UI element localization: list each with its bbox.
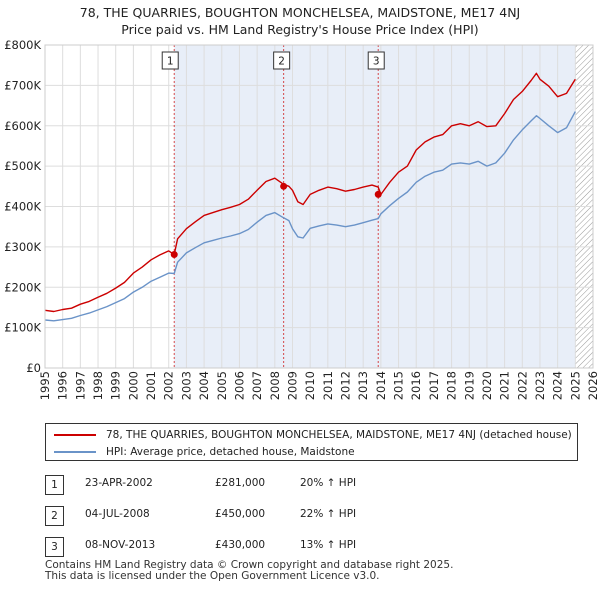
x-tick-label: 2006 [232,371,246,400]
property-price-line [44,72,576,313]
transaction-price: £450,000 [215,508,266,520]
transaction-hpi: 13% ↑ HPI [300,539,357,551]
x-tick-label: 2011 [321,371,335,400]
title-line-2: Price paid vs. HM Land Registry's House … [121,22,479,37]
x-tick-label: 2010 [303,371,317,400]
legend-label-property: 78, THE QUARRIES, BOUGHTON MONCHELSEA, M… [106,429,572,441]
legend-swatch-red [54,434,96,436]
x-tick-label: 2015 [392,371,406,400]
y-tick-label: £100K [4,321,41,335]
x-tick-label: 1997 [73,371,87,400]
x-tick-label: 2019 [462,371,476,400]
x-tick-label: 2012 [339,371,353,400]
x-tick-label: 2025 [568,371,582,400]
x-tick-label: 2020 [480,371,494,400]
x-tick-label: 2013 [356,371,370,400]
plot-frame [44,44,594,369]
x-tick-label: 2023 [533,371,547,400]
y-tick-label: £700K [4,78,41,92]
sale-badge-label: 2 [278,56,285,68]
legend-label-hpi: HPI: Average price, detached house, Maid… [106,446,355,458]
y-tick-label: £0 [26,361,41,375]
x-tick-label: 1999 [109,371,123,400]
y-tick-label: £500K [4,159,41,173]
x-tick-label: 2018 [445,371,459,400]
footer-copyright: Contains HM Land Registry data © Crown c… [45,559,454,571]
transaction-hpi: 22% ↑ HPI [300,508,357,520]
x-tick-label: 2007 [250,371,264,400]
x-tick-label: 1996 [56,371,70,400]
price-chart: 1 2 3 £0 £100K £200K £300K £400K £500K £600K £700… [4,38,600,400]
legend-swatch-blue [54,451,96,453]
x-tick-label: 1995 [38,371,52,400]
x-tick-label: 2017 [427,371,441,400]
sale-point [170,251,178,259]
y-tick-label: £600K [4,119,41,133]
transaction-row: 1 23-APR-2002 £281,000 20% ↑ HPI [45,475,578,495]
footer: Contains HM Land Registry data © Crown c… [45,560,453,582]
sale-badge-box [367,51,385,70]
transaction-badge: 1 [45,475,64,495]
transaction-price: £430,000 [215,539,266,551]
legend-item-hpi: HPI: Average price, detached house, Maid… [54,444,355,460]
x-tick-label: 1998 [91,371,105,400]
x-tick-label: 2014 [374,371,388,400]
transaction-price: £281,000 [215,477,266,489]
x-tick-label: 2022 [515,371,529,400]
x-tick-label: 2016 [409,371,423,400]
transaction-badge: 2 [45,506,64,526]
legend-item-property: 78, THE QUARRIES, BOUGHTON MONCHELSEA, M… [54,427,572,443]
transaction-hpi: 20% ↑ HPI [300,477,357,489]
y-tick-label: £200K [4,280,41,294]
x-tick-label: 2005 [215,371,229,400]
chart-title: 78, THE QUARRIES, BOUGHTON MONCHELSEA, M… [0,4,600,38]
sale-badge-box [273,51,291,70]
transaction-row: 3 08-NOV-2013 £430,000 13% ↑ HPI [45,537,578,557]
x-tick-label: 2001 [144,371,158,400]
x-tick-label: 2008 [268,371,282,400]
sale-point [374,190,382,198]
sale-badge-label: 1 [167,56,174,68]
y-tick-label: £400K [4,200,41,214]
transaction-date: 04-JUL-2008 [85,508,150,520]
transaction-date: 23-APR-2002 [85,477,153,489]
sale-badge-label: 3 [373,56,380,68]
sale-point [280,182,288,190]
x-tick-label: 2003 [179,371,193,400]
x-tick-label: 2021 [498,371,512,400]
title-line-1: 78, THE QUARRIES, BOUGHTON MONCHELSEA, M… [79,5,521,20]
x-tick-label: 2000 [126,371,140,400]
sale-badge-box [161,51,179,70]
footer-licence: This data is licensed under the Open Gov… [45,570,380,582]
y-tick-label: £800K [4,38,41,52]
hpi-line [44,111,576,322]
transaction-badge: 3 [45,537,64,557]
transaction-row: 2 04-JUL-2008 £450,000 22% ↑ HPI [45,506,578,526]
y-tick-label: £300K [4,240,41,254]
x-tick-label: 2002 [162,371,176,400]
legend: 78, THE QUARRIES, BOUGHTON MONCHELSEA, M… [45,423,578,461]
x-tick-label: 2004 [197,371,211,400]
transaction-date: 08-NOV-2013 [85,539,156,551]
x-tick-label: 2026 [586,371,600,400]
x-tick-label: 2024 [551,371,565,400]
x-tick-label: 2009 [285,371,299,400]
